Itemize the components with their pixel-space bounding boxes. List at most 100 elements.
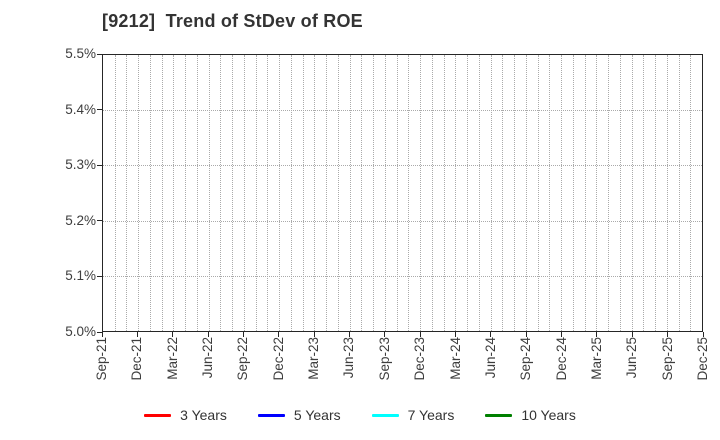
- x-tick-label: Mar-25: [588, 337, 604, 380]
- vertical-gridline: [431, 55, 433, 331]
- x-tick-label: Sep-24: [518, 337, 534, 381]
- vertical-gridline: [349, 55, 351, 331]
- horizontal-gridline: [103, 110, 702, 112]
- y-tick-mark: [97, 53, 102, 55]
- vertical-gridline: [678, 55, 680, 331]
- vertical-gridline: [478, 55, 480, 331]
- x-tick-label: Mar-24: [447, 337, 463, 380]
- vertical-gridline: [314, 55, 316, 331]
- y-tick-mark: [97, 164, 102, 166]
- y-tick-label: 5.1%: [65, 268, 96, 284]
- vertical-gridline: [290, 55, 292, 331]
- vertical-gridline: [502, 55, 504, 331]
- vertical-gridline: [232, 55, 234, 331]
- x-tick-label: Sep-25: [659, 337, 675, 381]
- vertical-gridline: [149, 55, 151, 331]
- vertical-gridline: [326, 55, 328, 331]
- x-tick-label: Sep-22: [235, 337, 251, 381]
- vertical-gridline: [196, 55, 198, 331]
- vertical-gridline: [631, 55, 633, 331]
- x-tick-label: Mar-22: [164, 337, 180, 380]
- x-tick-label: Jun-24: [482, 337, 498, 379]
- y-tick-mark: [97, 220, 102, 222]
- vertical-gridline: [655, 55, 657, 331]
- x-tick-label: Jun-22: [200, 337, 216, 379]
- x-tick-mark: [596, 332, 598, 337]
- vertical-gridline: [208, 55, 210, 331]
- horizontal-gridline: [103, 220, 702, 222]
- x-tick-mark: [384, 332, 386, 337]
- x-tick-label: Sep-21: [94, 337, 109, 381]
- legend-item: 10 Years: [485, 406, 576, 424]
- x-tick-mark: [172, 332, 174, 337]
- x-tick-mark: [419, 332, 421, 337]
- vertical-gridline: [396, 55, 398, 331]
- x-tick-mark: [631, 332, 633, 337]
- vertical-gridline: [455, 55, 457, 331]
- x-tick-label: Dec-24: [553, 337, 569, 381]
- vertical-gridline: [126, 55, 128, 331]
- vertical-gridline: [267, 55, 269, 331]
- vertical-gridline: [220, 55, 222, 331]
- y-tick-label: 5.5%: [65, 46, 96, 61]
- vertical-gridline: [173, 55, 175, 331]
- vertical-gridline: [561, 55, 563, 331]
- vertical-gridline: [384, 55, 386, 331]
- plot-area: [102, 54, 703, 332]
- vertical-gridline: [243, 55, 245, 331]
- x-tick-label: Dec-23: [412, 337, 428, 381]
- legend-item: 3 Years: [144, 406, 227, 424]
- vertical-gridline: [549, 55, 551, 331]
- y-tick-label: 5.3%: [65, 157, 96, 173]
- x-tick-mark: [348, 332, 350, 337]
- vertical-gridline: [408, 55, 410, 331]
- vertical-gridline: [302, 55, 304, 331]
- legend-label: 10 Years: [521, 407, 576, 423]
- legend-label: 3 Years: [180, 407, 227, 423]
- vertical-gridline: [114, 55, 116, 331]
- y-tick-mark: [97, 331, 102, 333]
- x-tick-mark: [278, 332, 280, 337]
- vertical-gridline: [584, 55, 586, 331]
- vertical-gridline: [572, 55, 574, 331]
- legend-item: 7 Years: [371, 406, 455, 424]
- y-tick-label: 5.4%: [65, 101, 96, 117]
- x-tick-label: Mar-23: [306, 337, 322, 380]
- vertical-gridline: [467, 55, 469, 331]
- vertical-gridline: [643, 55, 645, 331]
- x-tick-mark: [667, 332, 669, 337]
- x-tick-mark: [207, 332, 209, 337]
- vertical-gridline: [690, 55, 692, 331]
- legend-label: 7 Years: [407, 407, 455, 423]
- x-tick-mark: [136, 332, 138, 337]
- legend-line-swatch: [485, 413, 513, 417]
- vertical-gridline: [185, 55, 187, 331]
- vertical-gridline: [537, 55, 539, 331]
- vertical-gridline: [596, 55, 598, 331]
- vertical-gridline: [373, 55, 375, 331]
- x-tick-label: Jun-25: [624, 337, 640, 379]
- chart-title: [9212] Trend of StDev of ROE: [102, 11, 363, 31]
- x-tick-label: Jun-23: [341, 337, 357, 379]
- x-tick-mark: [561, 332, 563, 337]
- legend-line-swatch: [371, 413, 399, 417]
- legend-line-swatch: [144, 413, 172, 417]
- vertical-gridline: [490, 55, 492, 331]
- vertical-gridline: [337, 55, 339, 331]
- x-tick-mark: [455, 332, 457, 337]
- x-tick-mark: [101, 332, 103, 337]
- x-tick-mark: [490, 332, 492, 337]
- legend: 3 Years 5 Years 7 Years 10 Years: [0, 406, 720, 424]
- x-tick-mark: [242, 332, 244, 337]
- vertical-gridline: [619, 55, 621, 331]
- vertical-gridline: [138, 55, 140, 331]
- x-tick-label: Dec-25: [695, 337, 710, 381]
- legend-label: 5 Years: [293, 407, 341, 423]
- legend-item: 5 Years: [257, 406, 341, 424]
- vertical-gridline: [361, 55, 363, 331]
- vertical-gridline: [608, 55, 610, 331]
- vertical-gridline: [443, 55, 445, 331]
- vertical-gridline: [514, 55, 516, 331]
- y-tick-label: 5.2%: [65, 212, 96, 228]
